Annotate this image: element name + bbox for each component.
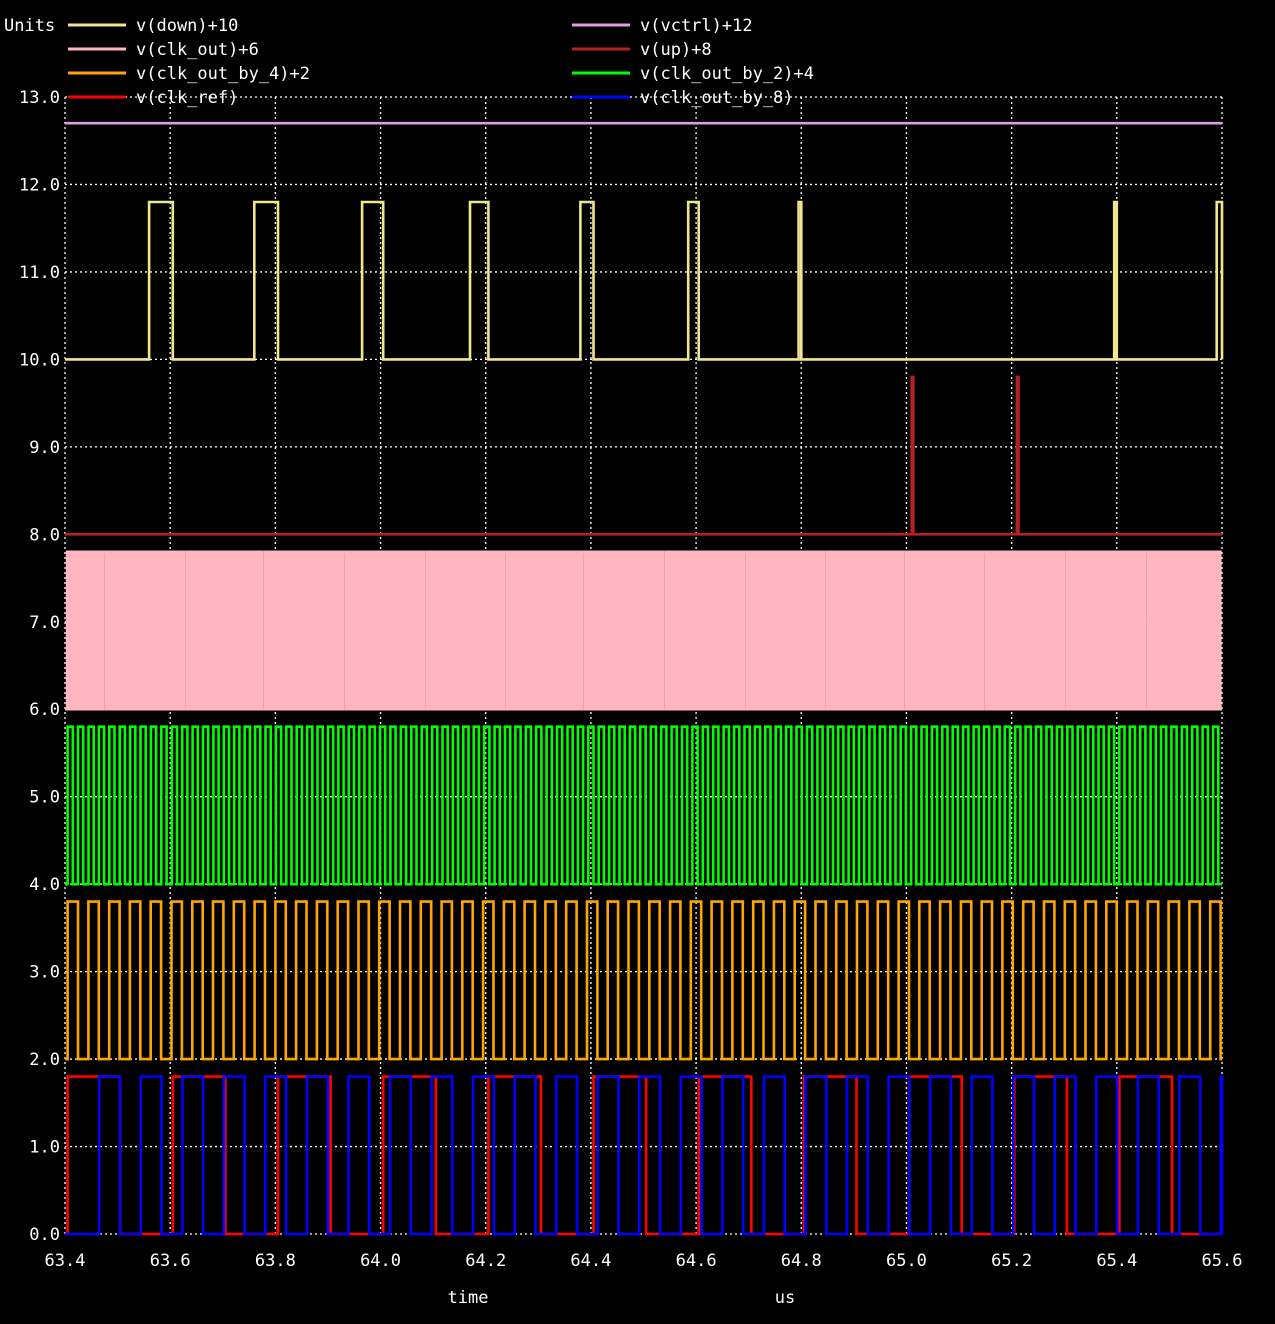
x-axis-label: time — [448, 1288, 489, 1308]
trace-0 — [65, 200, 1224, 361]
x-tick-label-8: 65.0 — [886, 1251, 927, 1271]
y-tick-label-6: 6.0 — [29, 700, 60, 720]
x-tick-label-5: 64.4 — [570, 1251, 611, 1271]
legend-label-6: v(clk_ref) — [136, 88, 238, 108]
y-tick-label-13: 13.0 — [19, 88, 60, 108]
legend-label-3: v(up)+8 — [640, 40, 712, 60]
y-tick-label-7: 7.0 — [29, 613, 60, 633]
trace-4 — [65, 900, 1222, 1061]
y-tick-label-0: 0.0 — [29, 1225, 60, 1245]
trace-3 — [65, 375, 1222, 536]
y-tick-label-3: 3.0 — [29, 963, 60, 983]
y-tick-label-12: 12.0 — [19, 175, 60, 195]
y-tick-label-9: 9.0 — [29, 438, 60, 458]
y-tick-label-8: 8.0 — [29, 525, 60, 545]
trace-5 — [65, 725, 1222, 886]
y-tick-label-11: 11.0 — [19, 263, 60, 283]
traces — [65, 121, 1224, 1236]
legend-label-0: v(down)+10 — [136, 16, 238, 36]
trace-7 — [65, 1075, 1224, 1236]
y-tick-label-2: 2.0 — [29, 1050, 60, 1070]
x-tick-label-0: 63.4 — [45, 1251, 86, 1271]
y-tick-label-10: 10.0 — [19, 350, 60, 370]
legend-label-7: v(clk_out_by_8) — [640, 88, 794, 108]
units-label: Units — [4, 16, 55, 36]
x-tick-label-3: 64.0 — [360, 1251, 401, 1271]
x-tick-label-6: 64.6 — [676, 1251, 717, 1271]
legend: v(down)+10 v(vctrl)+12 v(clk_out)+6 v(up)+8… — [68, 16, 814, 108]
x-tick-label-10: 65.4 — [1096, 1251, 1137, 1271]
y-tick-label-5: 5.0 — [29, 788, 60, 808]
legend-label-4: v(clk_out_by_4)+2 — [136, 64, 310, 84]
x-tick-label-7: 64.8 — [781, 1251, 822, 1271]
x-tick-label-2: 63.8 — [255, 1251, 296, 1271]
legend-label-2: v(clk_out)+6 — [136, 40, 259, 60]
axes: 63.4 63.6 63.8 64.0 64.2 64.4 64.6 64.8 65.0 65.2… — [19, 88, 1242, 1271]
y-tick-label-1: 1.0 — [29, 1138, 60, 1158]
x-tick-label-4: 64.2 — [465, 1251, 506, 1271]
x-tick-label-9: 65.2 — [991, 1251, 1032, 1271]
legend-label-5: v(clk_out_by_2)+4 — [640, 64, 814, 84]
trace-2 — [65, 550, 1222, 711]
y-tick-label-4: 4.0 — [29, 875, 60, 895]
legend-label-1: v(vctrl)+12 — [640, 16, 753, 36]
x-tick-label-11: 65.6 — [1202, 1251, 1243, 1271]
x-axis-unit: us — [775, 1288, 795, 1308]
x-tick-label-1: 63.6 — [150, 1251, 191, 1271]
